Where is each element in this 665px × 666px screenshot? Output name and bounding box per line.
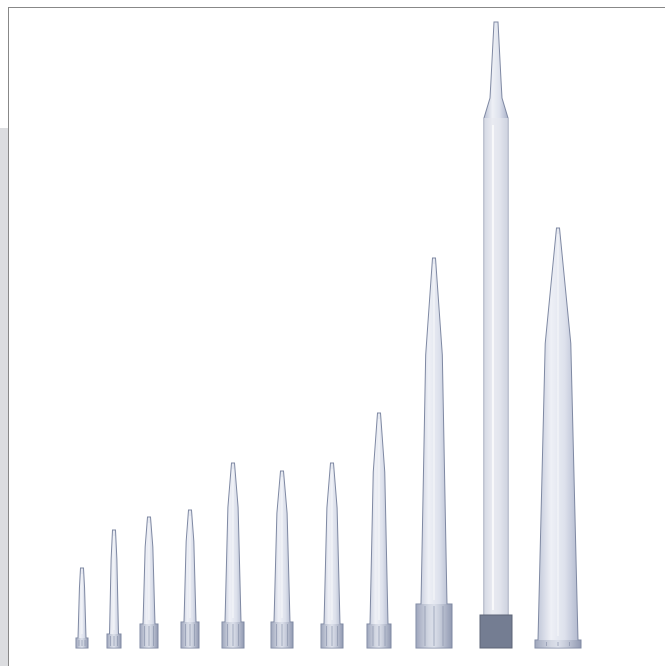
pipette-tips <box>75 21 582 649</box>
long-tip-band <box>484 118 508 615</box>
long-tip-collar <box>479 614 513 649</box>
side-strip <box>0 128 8 666</box>
